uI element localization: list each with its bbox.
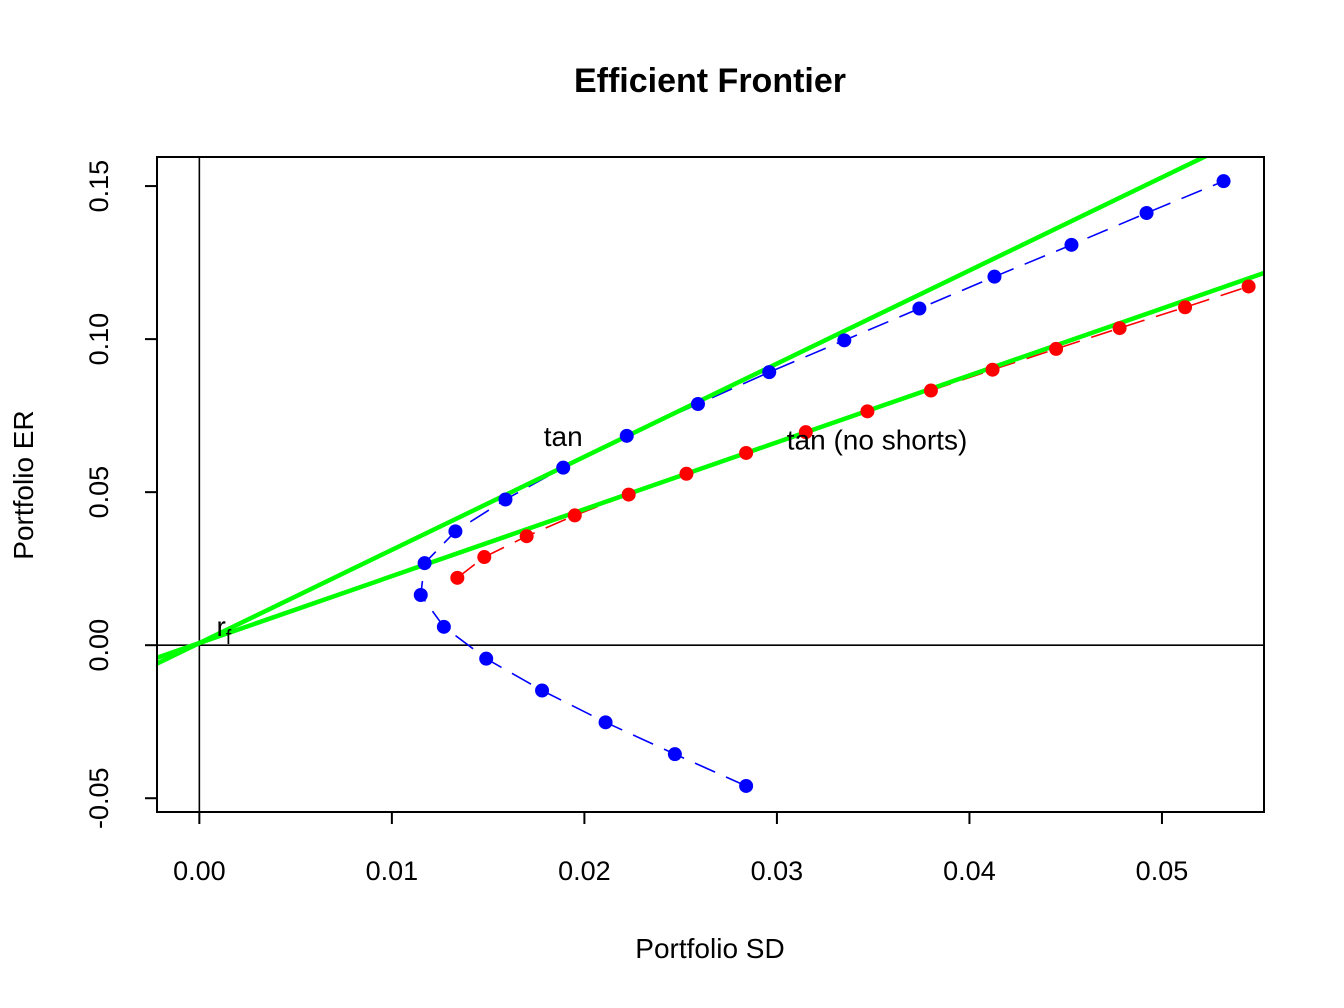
tangency-line-2 <box>157 270 1264 660</box>
series-1-point <box>837 333 852 348</box>
series-1-point <box>556 460 571 475</box>
tangency-line-1 <box>157 157 1210 666</box>
series-1-point <box>739 778 754 793</box>
x-axis-ticks: 0.00 0.01 0.02 0.03 0.04 0.05 <box>173 812 1188 886</box>
annotation-3: rf <box>216 611 231 649</box>
series-2-point <box>621 487 636 502</box>
y-tick-label: -0.05 <box>84 767 114 829</box>
series-1-point <box>498 492 513 507</box>
series-1-point <box>762 365 777 380</box>
annotation-2: tan (no shorts) <box>787 424 968 455</box>
series-1-point <box>436 619 451 634</box>
reference-lines <box>157 157 1264 812</box>
series-2-point <box>1049 341 1064 356</box>
series-2-point <box>477 550 492 565</box>
series-1-point <box>1139 206 1154 221</box>
plot-frame <box>156 156 1265 813</box>
x-axis-label: Portfolio SD <box>635 933 784 964</box>
series-1-point <box>690 397 705 412</box>
series-1-point <box>667 747 682 762</box>
x-tick-label: 0.01 <box>366 856 419 886</box>
x-tick-label: 0.00 <box>173 856 226 886</box>
annotation-subscript: f <box>226 627 232 649</box>
data-points <box>413 174 1256 793</box>
series-1-point <box>1216 174 1231 189</box>
series-2-point <box>1112 321 1127 336</box>
annotation-1: tan <box>544 421 583 452</box>
series-1-point <box>448 524 463 539</box>
series-1-point <box>598 715 613 730</box>
plot-area <box>157 157 1264 812</box>
chart-title: Efficient Frontier <box>574 62 846 100</box>
series-1-point <box>912 301 927 316</box>
x-tick-label: 0.04 <box>943 856 996 886</box>
y-axis-ticks: -0.05 0.00 0.05 0.10 0.15 <box>84 160 157 829</box>
y-tick-label: 0.10 <box>84 313 114 366</box>
series-2-point <box>985 362 1000 377</box>
y-tick-label: 0.15 <box>84 160 114 213</box>
x-tick-label: 0.02 <box>558 856 611 886</box>
series-2-point <box>567 508 582 523</box>
series-2-point <box>679 466 694 481</box>
y-tick-label: 0.05 <box>84 466 114 519</box>
series-2-point <box>860 404 875 419</box>
series-1-point <box>619 428 634 443</box>
x-tick-label: 0.03 <box>751 856 804 886</box>
series-1-point <box>1064 237 1079 252</box>
series-1-point <box>479 651 494 666</box>
series-2-point <box>1178 300 1193 315</box>
series-2-point <box>1241 279 1256 294</box>
series-2-point <box>739 445 754 460</box>
x-tick-label: 0.05 <box>1136 856 1189 886</box>
series-1-point <box>417 556 432 571</box>
series-2-point <box>798 425 813 440</box>
tangent-lines <box>157 157 1264 666</box>
y-tick-label: 0.00 <box>84 619 114 672</box>
series-1-point <box>535 683 550 698</box>
y-axis-label: Portfolio ER <box>8 410 39 559</box>
series-2-point <box>923 383 938 398</box>
series-2-point <box>450 570 465 585</box>
series-1-point <box>987 269 1002 284</box>
series-1-point <box>413 587 428 602</box>
series-1-line <box>419 180 1224 787</box>
series-2-point <box>519 529 534 544</box>
